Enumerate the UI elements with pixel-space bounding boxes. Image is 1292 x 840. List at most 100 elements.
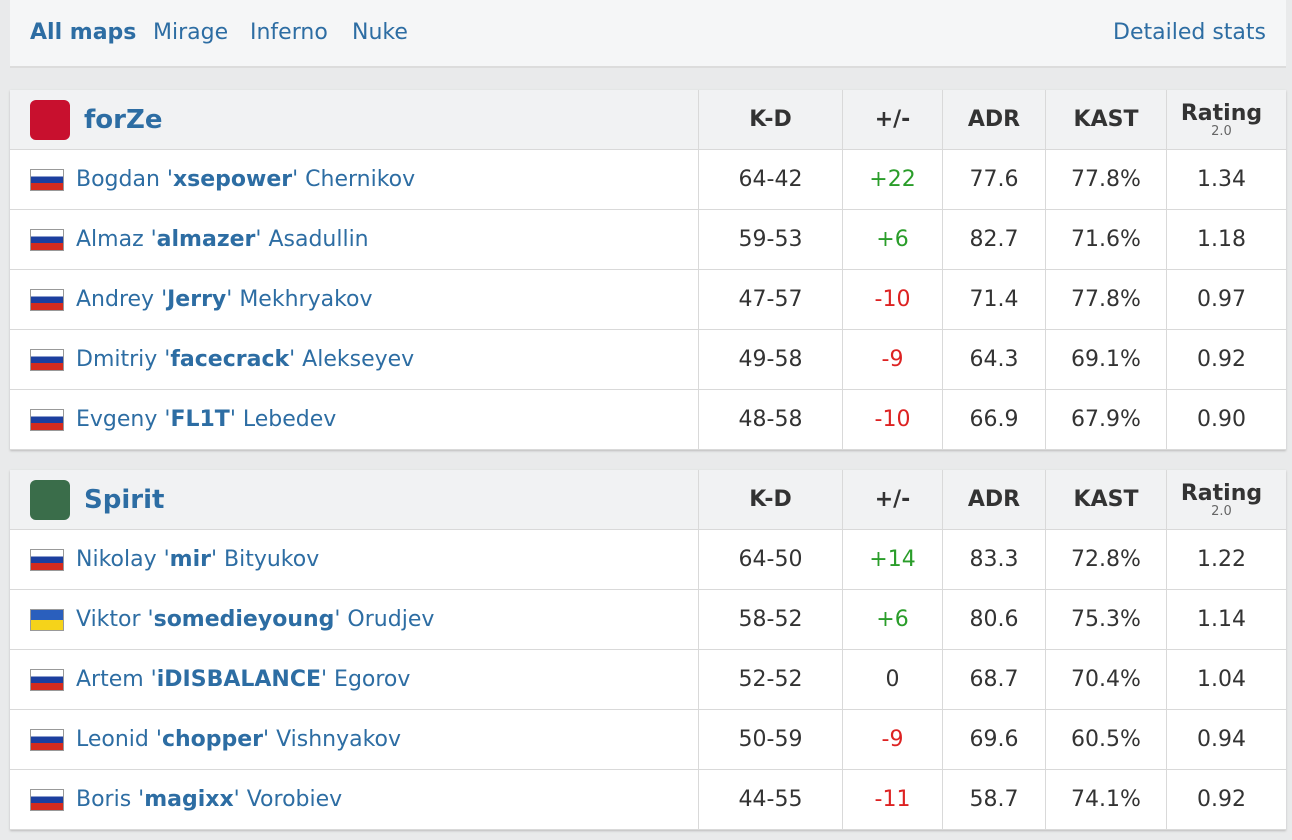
player-cell: Nikolay 'mir' Bityukov (10, 530, 698, 589)
nickname: somedieyoung (153, 607, 335, 632)
column-title: +/- (874, 487, 911, 512)
stat-kd: 59-53 (698, 210, 842, 269)
stat-kast: 72.8% (1045, 530, 1166, 589)
first-name: Evgeny ' (76, 407, 171, 432)
stat-rating: 1.34 (1166, 150, 1276, 209)
stat-kd: 44-55 (698, 770, 842, 829)
stat-diff: 0 (842, 650, 942, 709)
last-name: ' Vorobiev (233, 787, 343, 812)
player-row: Artem 'iDISBALANCE' Egorov 52-52 0 68.7 70.4… (10, 650, 1286, 710)
player-cell: Boris 'magixx' Vorobiev (10, 770, 698, 829)
first-name: Dmitriy ' (76, 347, 171, 372)
rating-version: 2.0 (1211, 124, 1232, 139)
stat-diff: +22 (842, 150, 942, 209)
player-cell: Dmitriy 'facecrack' Alekseyev (10, 330, 698, 389)
player-link[interactable]: Dmitriy 'facecrack' Alekseyev (76, 347, 414, 372)
player-row: Evgeny 'FL1T' Lebedev 48-58 -10 66.9 67.9% 0.… (10, 390, 1286, 450)
player-row: Boris 'magixx' Vorobiev 44-55 -11 58.7 74.1%… (10, 770, 1286, 830)
stat-kast: 77.8% (1045, 150, 1166, 209)
first-name: Boris ' (76, 787, 145, 812)
nickname: FL1T (170, 407, 230, 432)
stat-adr: 71.4 (942, 270, 1045, 329)
column-title: KAST (1073, 487, 1139, 512)
first-name: Bogdan ' (76, 167, 173, 192)
stat-kd: 52-52 (698, 650, 842, 709)
stat-adr: 66.9 (942, 390, 1045, 449)
stat-diff: +6 (842, 590, 942, 649)
stat-kast: 71.6% (1045, 210, 1166, 269)
map-tabs: All maps Mirage Inferno Nuke Detailed st… (10, 0, 1286, 68)
flag (30, 168, 64, 191)
player-row: Viktor 'somedieyoung' Orudjev 58-52 +6 80.6… (10, 590, 1286, 650)
nickname: Jerry (167, 287, 227, 312)
player-row: Leonid 'chopper' Vishnyakov 50-59 -9 69.6 60… (10, 710, 1286, 770)
tab[interactable]: Inferno (250, 20, 328, 45)
stat-rating: 1.22 (1166, 530, 1276, 589)
player-link[interactable]: Almaz 'almazer' Asadullin (76, 227, 369, 252)
team-name[interactable]: Spirit (84, 484, 165, 515)
stat-rating: 1.18 (1166, 210, 1276, 269)
last-name: ' Lebedev (229, 407, 337, 432)
stat-kd: 49-58 (698, 330, 842, 389)
team-table: forZe K-D +/- ADR KAST Rating 2.0 Bogdan 'xsepo… (10, 90, 1286, 450)
player-row: Andrey 'Jerry' Mekhryakov 47-57 -10 71.4 77.… (10, 270, 1286, 330)
stat-diff: +14 (842, 530, 942, 589)
flag (30, 228, 64, 251)
stat-adr: 77.6 (942, 150, 1045, 209)
column-header: Rating 2.0 (1166, 90, 1276, 149)
column-header: ADR (942, 470, 1045, 529)
stat-diff: -11 (842, 770, 942, 829)
last-name: ' Asadullin (255, 227, 369, 252)
column-header: ADR (942, 90, 1045, 149)
nickname: mir (169, 547, 211, 572)
flag (30, 408, 64, 431)
player-link[interactable]: Artem 'iDISBALANCE' Egorov (76, 667, 410, 692)
player-cell: Viktor 'somedieyoung' Orudjev (10, 590, 698, 649)
player-cell: Bogdan 'xsepower' Chernikov (10, 150, 698, 209)
player-cell: Evgeny 'FL1T' Lebedev (10, 390, 698, 449)
stat-rating: 0.97 (1166, 270, 1276, 329)
stat-kd: 64-50 (698, 530, 842, 589)
stat-kd: 50-59 (698, 710, 842, 769)
team-name[interactable]: forZe (84, 104, 163, 135)
nickname: iDISBALANCE (156, 667, 321, 692)
player-link[interactable]: Bogdan 'xsepower' Chernikov (76, 167, 415, 192)
column-header: K-D (698, 90, 842, 149)
stat-diff: -9 (842, 710, 942, 769)
first-name: Viktor ' (76, 607, 154, 632)
team-table: Spirit K-D +/- ADR KAST Rating 2.0 Nikolay 'mir… (10, 470, 1286, 830)
player-link[interactable]: Evgeny 'FL1T' Lebedev (76, 407, 336, 432)
column-header: Rating 2.0 (1166, 470, 1276, 529)
column-title: Rating (1180, 101, 1263, 126)
tab[interactable]: Mirage (153, 20, 229, 45)
player-link[interactable]: Leonid 'chopper' Vishnyakov (76, 727, 401, 752)
player-link[interactable]: Boris 'magixx' Vorobiev (76, 787, 342, 812)
flag (30, 288, 64, 311)
column-header: +/- (842, 90, 942, 149)
player-link[interactable]: Viktor 'somedieyoung' Orudjev (76, 607, 434, 632)
stat-kd: 48-58 (698, 390, 842, 449)
stat-adr: 64.3 (942, 330, 1045, 389)
player-link[interactable]: Andrey 'Jerry' Mekhryakov (76, 287, 373, 312)
last-name: ' Alekseyev (289, 347, 415, 372)
detailed-stats-link[interactable]: Detailed stats (1113, 20, 1266, 45)
tab[interactable]: All maps (30, 20, 137, 45)
column-header: KAST (1045, 90, 1166, 149)
first-name: Andrey ' (76, 287, 168, 312)
column-title: KAST (1073, 107, 1139, 132)
tab[interactable]: Nuke (352, 20, 408, 45)
last-name: ' Orudjev (334, 607, 435, 632)
flag (30, 608, 64, 631)
stat-rating: 0.92 (1166, 770, 1276, 829)
column-header: KAST (1045, 470, 1166, 529)
last-name: ' Vishnyakov (263, 727, 402, 752)
player-link[interactable]: Nikolay 'mir' Bityukov (76, 547, 319, 572)
stat-kast: 75.3% (1045, 590, 1166, 649)
rating-version: 2.0 (1211, 504, 1232, 519)
column-header: +/- (842, 470, 942, 529)
team-logo (30, 479, 70, 520)
stat-adr: 69.6 (942, 710, 1045, 769)
stat-rating: 1.14 (1166, 590, 1276, 649)
player-cell: Artem 'iDISBALANCE' Egorov (10, 650, 698, 709)
column-title: +/- (874, 107, 911, 132)
